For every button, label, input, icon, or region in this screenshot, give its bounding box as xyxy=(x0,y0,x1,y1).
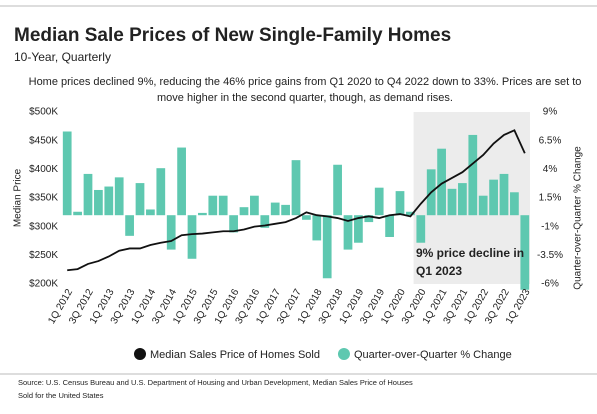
bar xyxy=(520,215,530,290)
y2-tick-label: -1% xyxy=(541,221,559,232)
bar xyxy=(312,215,322,241)
bar xyxy=(239,207,249,216)
price-line xyxy=(67,129,526,272)
bar xyxy=(406,211,415,216)
chart-title: Median Sale Prices of New Single-Family … xyxy=(14,25,451,46)
bar xyxy=(499,173,509,216)
bar xyxy=(343,215,353,250)
bar xyxy=(333,164,342,216)
bar xyxy=(156,168,166,216)
y-tick-label: $300K xyxy=(29,221,58,232)
description: move higher in the second quarter, thoug… xyxy=(157,92,453,104)
source: Sold for the United States xyxy=(18,391,104,400)
bar xyxy=(104,186,114,216)
bar xyxy=(62,131,72,216)
legend-label: Quarter-over-Quarter % Change xyxy=(354,349,512,361)
y2-tick-label: 9% xyxy=(543,107,558,118)
bar xyxy=(270,202,280,216)
y-tick-label: $350K xyxy=(29,193,58,204)
bar xyxy=(135,183,145,216)
legend-swatch xyxy=(337,348,350,360)
bar xyxy=(385,215,394,237)
bar xyxy=(478,195,488,216)
bar xyxy=(250,195,259,216)
y2-tick-label: 4% xyxy=(543,164,558,175)
legend-label: Median Sales Price of Homes Sold xyxy=(150,349,320,361)
chart-subtitle: 10-Year, Quarterly xyxy=(14,50,111,64)
y2-axis-label: Quarter-over-Quarter % Change xyxy=(573,146,584,290)
annotation: 9% price decline in xyxy=(416,246,524,260)
bar xyxy=(447,188,457,216)
bar xyxy=(416,215,426,243)
y-tick-label: $400K xyxy=(29,164,58,175)
y2-tick-label: -6% xyxy=(541,279,559,290)
bar xyxy=(229,215,238,233)
y-tick-label: $250K xyxy=(29,250,58,261)
description: Home prices declined 9%, reducing the 46… xyxy=(29,76,582,88)
bar xyxy=(489,179,498,216)
bar xyxy=(208,195,218,216)
bar xyxy=(73,211,82,216)
bar xyxy=(177,147,186,216)
y2-tick-label: 6.5% xyxy=(539,135,562,146)
bar xyxy=(198,212,207,216)
annotation: Q1 2023 xyxy=(416,264,462,278)
bar xyxy=(146,209,155,216)
y-axis-label: Median Price xyxy=(13,168,24,227)
bar xyxy=(354,215,363,243)
bar xyxy=(468,134,478,216)
bar xyxy=(187,215,197,259)
bar xyxy=(281,204,290,216)
y-tick-label: $500K xyxy=(29,107,58,118)
bar xyxy=(94,189,103,216)
bar xyxy=(395,191,405,216)
bar xyxy=(218,195,228,216)
y2-tick-label: -3.5% xyxy=(537,250,563,261)
bar xyxy=(322,215,332,279)
legend-swatch xyxy=(134,348,146,360)
bar xyxy=(510,192,519,216)
bar xyxy=(458,183,467,216)
y-tick-label: $200K xyxy=(29,279,58,290)
bar xyxy=(364,215,374,223)
bar xyxy=(260,215,270,228)
source: Source: U.S. Census Bureau and U.S. Depa… xyxy=(18,378,413,387)
bar xyxy=(83,173,93,216)
y-tick-label: $450K xyxy=(29,135,58,146)
bar xyxy=(166,215,176,250)
bar xyxy=(374,187,384,216)
bar xyxy=(125,215,134,236)
bar xyxy=(114,177,124,216)
y2-tick-label: 1.5% xyxy=(539,193,562,204)
bar xyxy=(437,148,446,216)
bar xyxy=(291,160,301,216)
bar xyxy=(302,215,311,220)
